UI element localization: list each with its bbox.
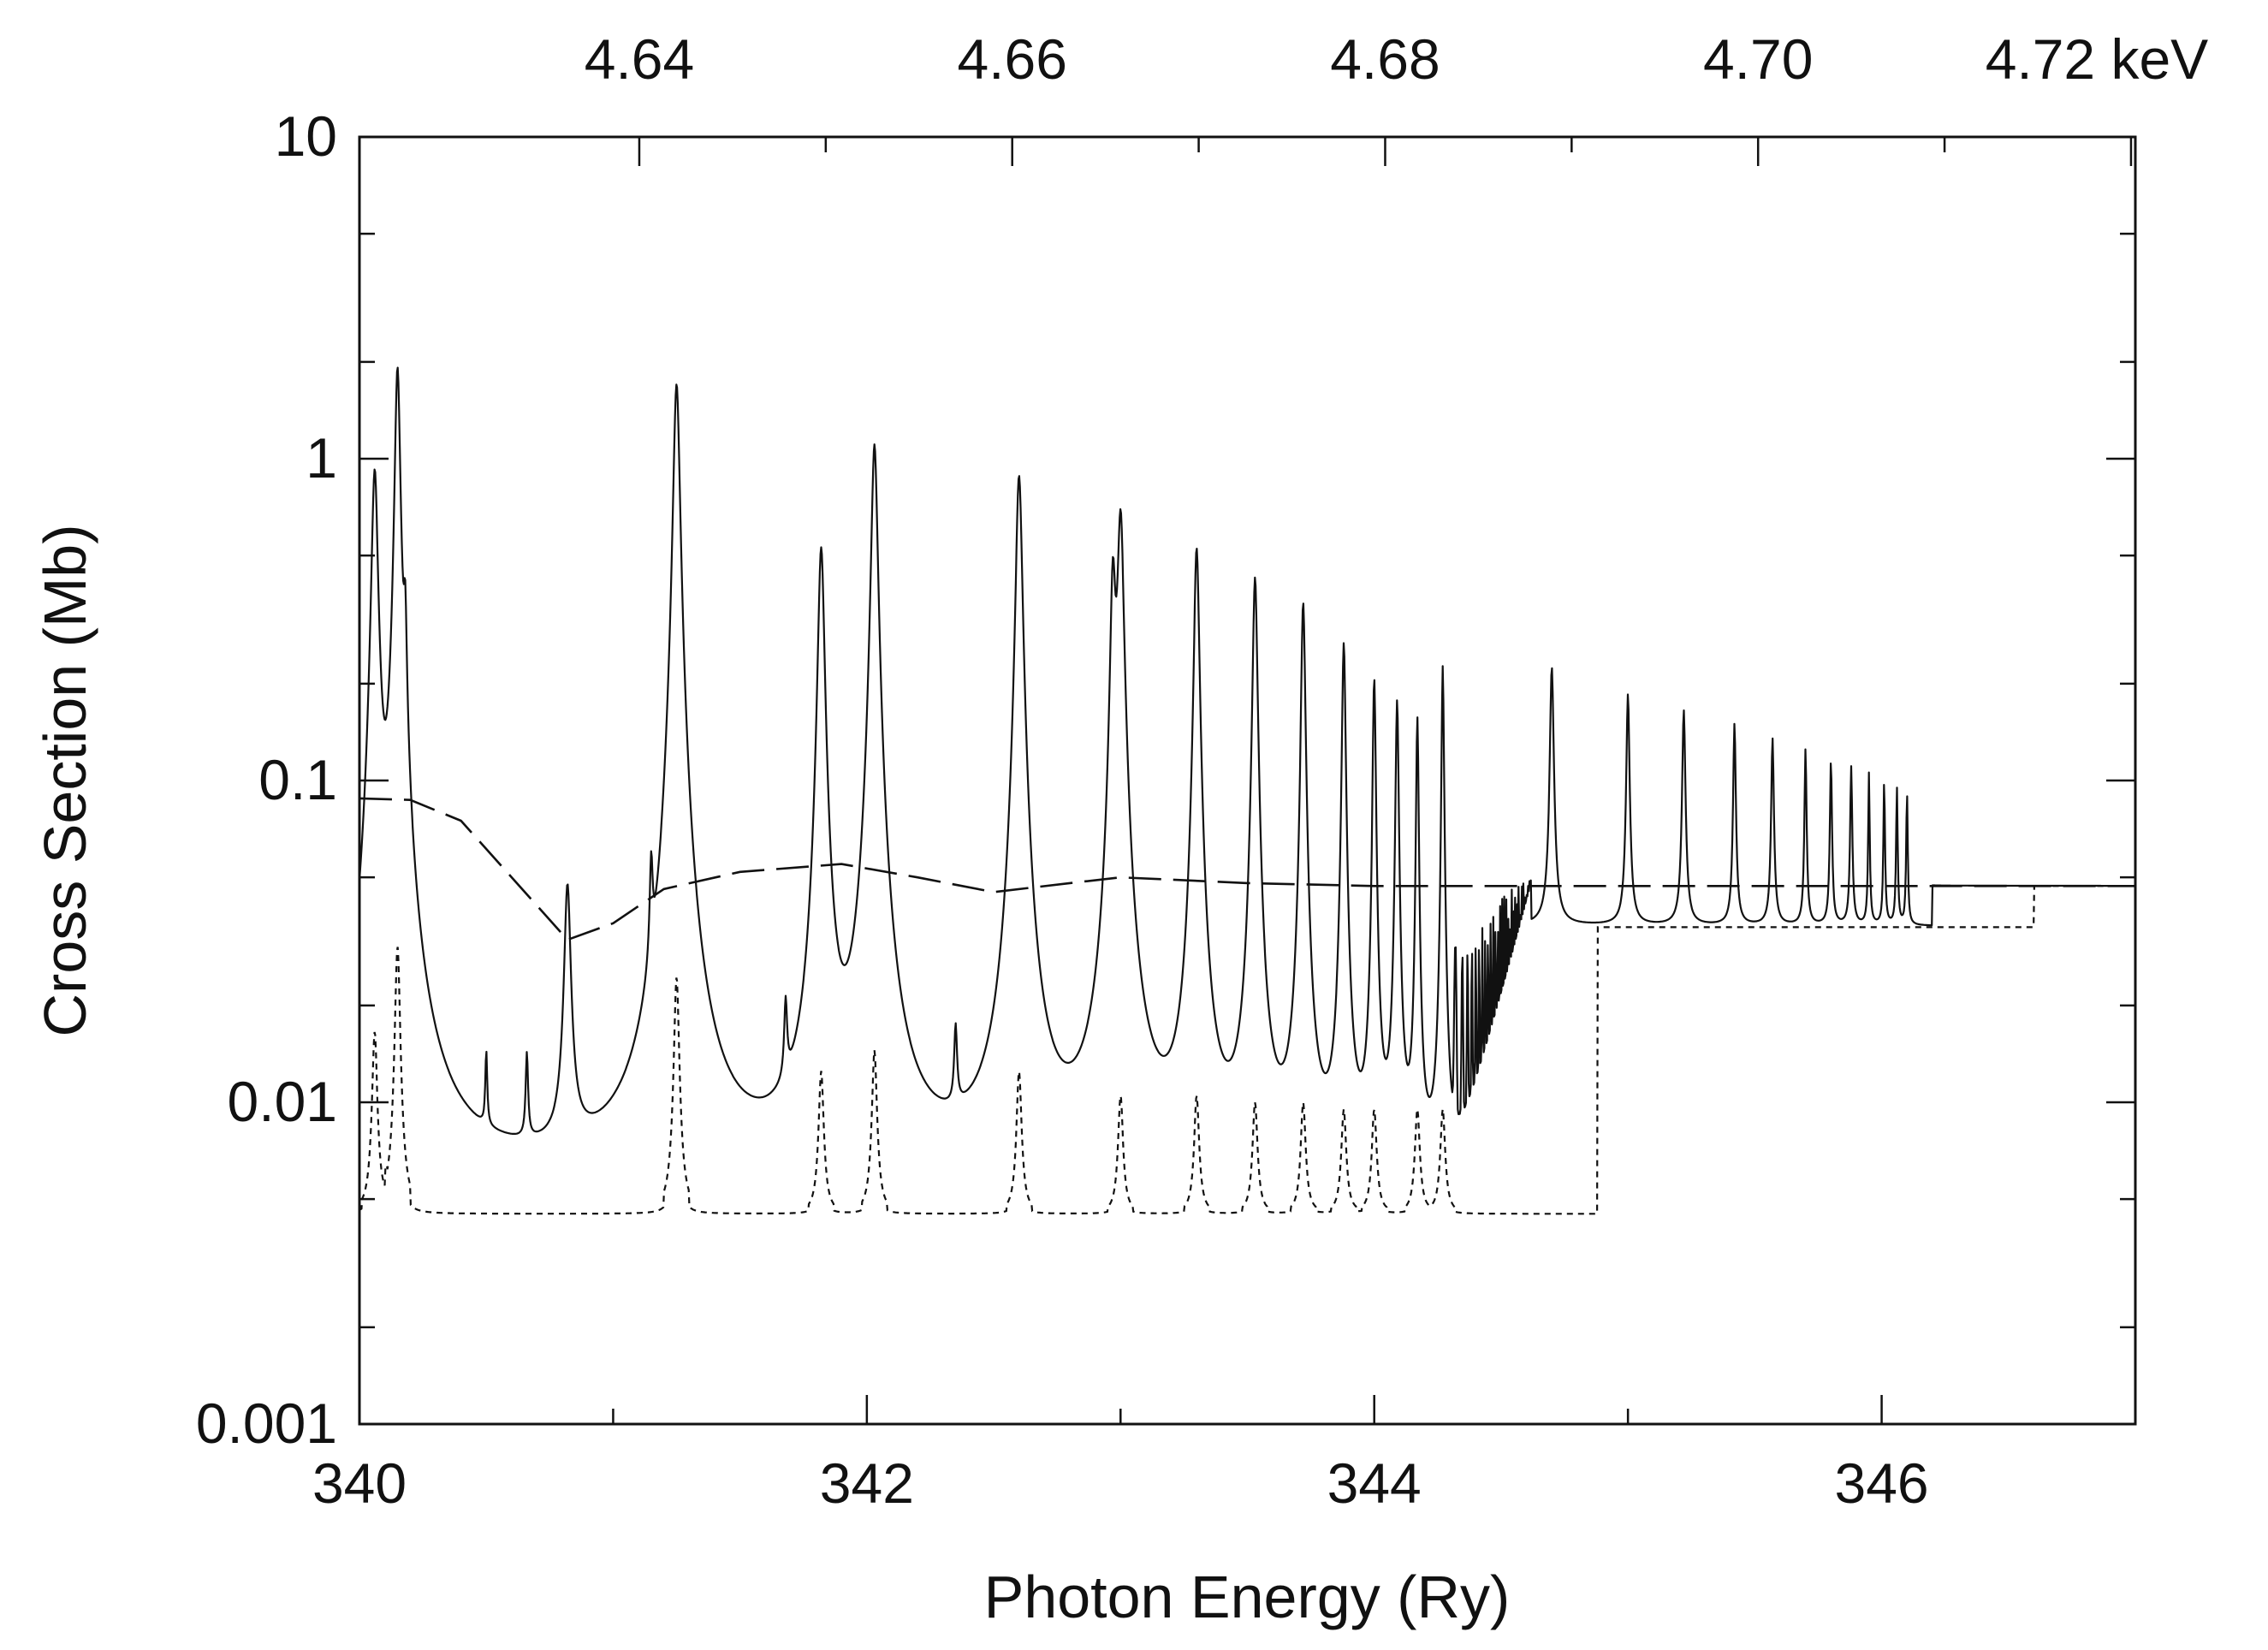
y-tick-label: 0.01 (228, 1070, 337, 1133)
series-layer (358, 366, 2136, 1215)
series-resonant-solid (358, 366, 2136, 1135)
top-tick-label: 4.68 (1330, 27, 1440, 91)
series-nonresonant-short-dash (359, 885, 2135, 1215)
x-tick-label: 342 (820, 1451, 914, 1515)
y-tick-label: 10 (275, 104, 337, 168)
x-tick-label: 340 (312, 1451, 407, 1515)
y-tick-label: 0.1 (258, 748, 337, 811)
y-axis-label: Cross Section (Mb) (32, 524, 98, 1036)
top-tick-label: 4.72 keV (1986, 27, 2209, 91)
tick-labels: 340 342 344 346 4.64 4.66 4.68 4.70 4.72 keV 0.00… (196, 27, 2208, 1515)
x-tick-label: 344 (1327, 1451, 1422, 1515)
top-tick-label: 4.64 (585, 27, 694, 91)
series-background-long-dash (359, 797, 2135, 941)
axis-ticks (358, 135, 2137, 1426)
x-axis-label: Photon Energy (Ry) (984, 1564, 1511, 1630)
y-tick-label: 1 (306, 426, 337, 490)
top-tick-label: 4.66 (957, 27, 1066, 91)
top-tick-label: 4.70 (1703, 27, 1813, 91)
y-tick-label: 0.001 (196, 1392, 337, 1455)
x-tick-label: 346 (1835, 1451, 1929, 1515)
